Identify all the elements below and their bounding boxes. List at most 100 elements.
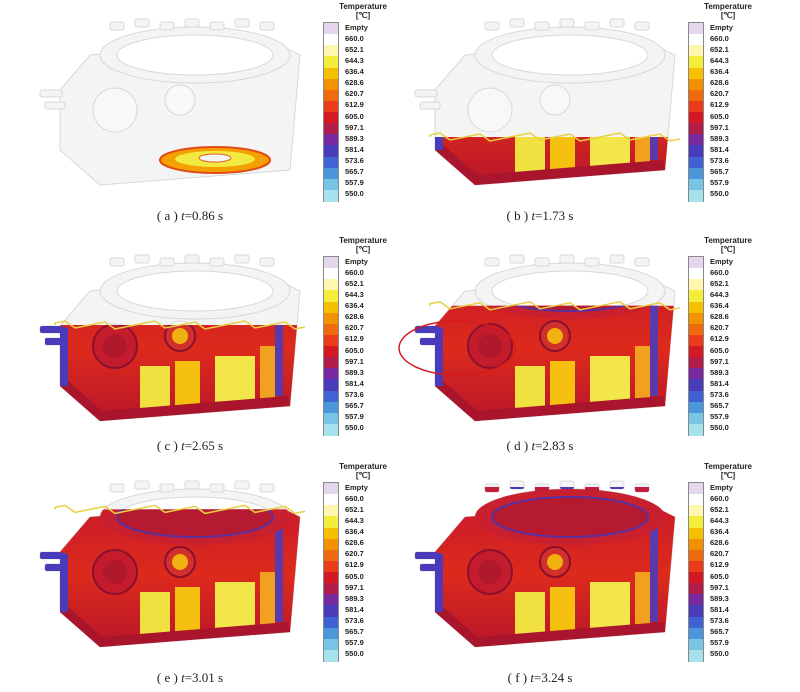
- legend-swatch: [324, 423, 338, 436]
- panel-a: [20, 0, 400, 228]
- legend-unit: [℃]: [720, 11, 736, 20]
- legend-value: 589.3: [345, 367, 364, 377]
- legend-value: 550.0: [710, 423, 729, 433]
- legend-swatch: [324, 594, 338, 606]
- legend-value: 565.7: [345, 401, 364, 411]
- legend-value: 557.9: [345, 412, 364, 422]
- legend-value: 565.7: [710, 167, 729, 177]
- caption-variable: t: [530, 670, 534, 685]
- legend-title: Temperature: [339, 462, 387, 471]
- legend-swatch: [689, 268, 703, 280]
- legend-swatch: [689, 379, 703, 391]
- legend-swatch: [689, 323, 703, 336]
- legend-swatch: [689, 156, 703, 169]
- legend-a: Temperature [℃] Empty 660.0 652.1 644.3 636.4 6…: [323, 2, 403, 202]
- caption-value: =3.24 s: [534, 670, 573, 685]
- legend-swatch: [689, 123, 703, 135]
- legend-swatch: [324, 23, 338, 35]
- panel-d: [395, 236, 775, 464]
- legend-swatch: [689, 616, 703, 629]
- legend-value: 660.0: [710, 493, 729, 503]
- legend-value: 581.4: [345, 378, 364, 388]
- legend-value: 597.1: [710, 122, 729, 132]
- legend-title: Temperature: [704, 462, 752, 471]
- legend-value: 581.4: [345, 604, 364, 614]
- legend-swatch: [324, 538, 338, 551]
- legend-empty-label: Empty: [710, 22, 733, 32]
- legend-unit: [℃]: [355, 11, 371, 20]
- legend-swatch: [689, 45, 703, 57]
- legend-swatch: [324, 312, 338, 325]
- legend-unit: [℃]: [720, 471, 736, 480]
- molten-metal-fill: [40, 509, 300, 647]
- caption-variable: t: [181, 208, 185, 223]
- legend-value: 597.1: [710, 582, 729, 592]
- casting-simulation-b: [414, 18, 681, 186]
- legend-swatch: [689, 516, 703, 528]
- legend-value: 636.4: [710, 301, 729, 311]
- caption-value: =3.01 s: [184, 670, 224, 685]
- legend-empty-label: Empty: [345, 482, 368, 492]
- legend-color-bar: [323, 482, 339, 662]
- legend-swatch: [689, 23, 703, 35]
- legend-value: 652.1: [345, 504, 364, 514]
- legend-swatch: [689, 560, 703, 573]
- legend-value: 605.0: [345, 345, 364, 355]
- legend-swatch: [324, 268, 338, 280]
- legend-value: 652.1: [710, 504, 729, 514]
- panel-e: [20, 462, 400, 690]
- legend-value: 620.7: [345, 549, 364, 559]
- legend-swatch: [324, 189, 338, 202]
- legend-swatch: [689, 423, 703, 436]
- molten-metal-fill: [40, 325, 298, 421]
- legend-swatch: [324, 279, 338, 291]
- caption-e: ( e ) t=3.01 s: [156, 670, 224, 685]
- legend-swatch: [689, 527, 703, 540]
- legend-value: 628.6: [710, 312, 729, 322]
- legend-swatch: [689, 483, 703, 495]
- casting-simulation-c: [39, 254, 306, 422]
- legend-value: 581.4: [710, 604, 729, 614]
- legend-swatch: [689, 334, 703, 347]
- legend-value: 605.0: [345, 571, 364, 581]
- legend-swatch: [324, 45, 338, 57]
- caption-letter: a: [164, 208, 171, 223]
- legend-swatch: [689, 627, 703, 640]
- legend-swatch: [324, 379, 338, 391]
- highlight-circle: [398, 320, 516, 376]
- legend-value: 565.7: [345, 627, 364, 637]
- legend-swatch: [324, 67, 338, 80]
- legend-value: 628.6: [710, 538, 729, 548]
- legend-value: 597.1: [345, 356, 364, 366]
- legend-swatch: [324, 605, 338, 617]
- casting-simulation-a: [39, 18, 301, 186]
- legend-unit: [℃]: [720, 245, 736, 254]
- legend-swatch: [689, 290, 703, 302]
- caption-letter: f: [515, 670, 520, 685]
- legend-swatch: [324, 112, 338, 124]
- legend-value: 589.3: [710, 133, 729, 143]
- molten-pool: [159, 146, 271, 174]
- legend-swatch: [324, 494, 338, 506]
- legend-value: 589.3: [345, 133, 364, 143]
- legend-title: Temperature: [339, 236, 387, 245]
- legend-value: 612.9: [710, 100, 729, 110]
- casting-simulation-e: [39, 480, 306, 648]
- legend-swatch: [689, 279, 703, 291]
- caption-variable: t: [181, 670, 185, 685]
- legend-swatch: [324, 390, 338, 403]
- legend-value: 644.3: [710, 55, 729, 65]
- legend-value: 557.9: [345, 178, 364, 188]
- caption-c: ( c ) t=2.65 s: [156, 438, 224, 453]
- legend-title: Temperature: [704, 2, 752, 11]
- legend-value: 565.7: [710, 401, 729, 411]
- legend-swatch: [324, 549, 338, 562]
- caption-letter: b: [514, 208, 521, 223]
- legend-empty-label: Empty: [345, 22, 368, 32]
- casting-simulation-f: [414, 480, 676, 648]
- legend-swatch: [324, 257, 338, 269]
- legend-value: 605.0: [710, 571, 729, 581]
- melt-front-surface: [429, 301, 681, 311]
- legend-value: 589.3: [710, 593, 729, 603]
- legend-swatch: [324, 412, 338, 425]
